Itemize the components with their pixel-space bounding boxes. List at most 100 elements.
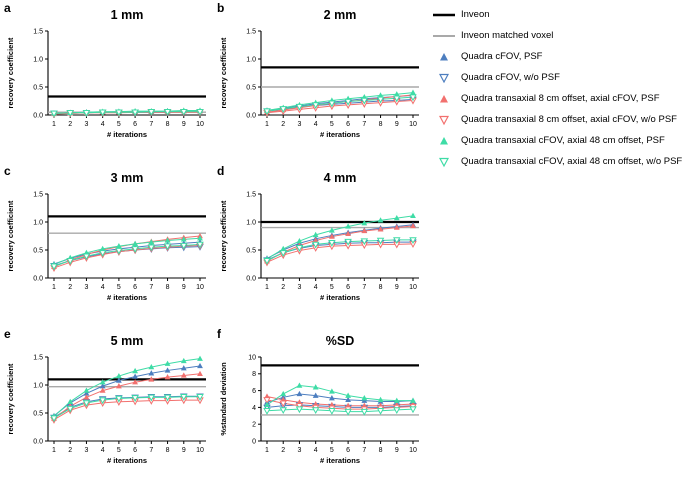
panel-f: f %SD 0 2 4 6 8 10 1 2 3 4 5 6 7 8 9 10 # iterations %stan… [215, 327, 427, 483]
svg-text:2: 2 [252, 422, 256, 429]
svg-text:10: 10 [196, 284, 204, 291]
svg-text:10: 10 [409, 447, 417, 454]
panel-letter-c: c [4, 164, 11, 178]
svg-text:# iterations: # iterations [320, 293, 360, 302]
svg-text:0.0: 0.0 [33, 275, 43, 282]
svg-text:0: 0 [252, 438, 256, 445]
svg-text:5 mm: 5 mm [111, 334, 144, 348]
panel-letter-a: a [4, 1, 11, 15]
svg-text:2: 2 [281, 284, 285, 291]
chart-5mm: 5 mm 0.0 0.5 1.0 1.5 1 2 3 4 5 6 7 8 9 10 # iterations r… [6, 334, 206, 465]
legend-label: Quadra cFOV, PSF [461, 51, 543, 62]
svg-text:9: 9 [182, 121, 186, 128]
svg-text:5: 5 [330, 447, 334, 454]
svg-text:1.0: 1.0 [33, 56, 43, 63]
chart-1mm: 1 mm 0.0 0.5 1.0 1.5 1 2 3 4 5 6 7 8 9 10 # iterations r… [6, 8, 206, 139]
svg-text:5: 5 [117, 121, 121, 128]
svg-text:5: 5 [117, 284, 121, 291]
legend-triangle-up-icon [440, 52, 448, 60]
svg-text:recovery coefficient: recovery coefficient [6, 363, 15, 434]
svg-text:1.5: 1.5 [33, 354, 43, 361]
svg-text:6: 6 [133, 447, 137, 454]
svg-text:# iterations: # iterations [107, 293, 147, 302]
svg-text:7: 7 [362, 284, 366, 291]
panel-letter-d: d [217, 164, 225, 178]
legend-triangle-down-icon [439, 157, 449, 167]
svg-text:7: 7 [362, 447, 366, 454]
panel-letter-f: f [217, 327, 221, 341]
svg-text:recovery coefficient: recovery coefficient [6, 200, 15, 271]
svg-text:%SD: %SD [326, 334, 354, 348]
svg-text:1.0: 1.0 [33, 382, 43, 389]
svg-text:2 mm: 2 mm [324, 8, 357, 22]
svg-text:9: 9 [395, 447, 399, 454]
svg-text:10: 10 [409, 121, 417, 128]
svg-text:3: 3 [297, 284, 301, 291]
svg-text:0.5: 0.5 [33, 247, 43, 254]
panel-letter-b: b [217, 1, 225, 15]
svg-text:0.0: 0.0 [33, 112, 43, 119]
svg-text:5: 5 [330, 284, 334, 291]
svg-text:recovery coefficient: recovery coefficient [219, 37, 228, 108]
svg-text:1.0: 1.0 [246, 219, 256, 226]
panel-b: b 2 mm 0.0 0.5 1.0 1.5 1 2 3 4 5 6 7 8 9 10 # iteration… [215, 1, 427, 162]
svg-text:8: 8 [166, 121, 170, 128]
legend-item-0: Inveon [432, 8, 684, 21]
svg-text:1.5: 1.5 [33, 28, 43, 35]
legend-label: Quadra transaxial 8 cm offset, axial cFO… [461, 93, 660, 104]
legend-triangle-up-icon [440, 94, 448, 102]
svg-text:2: 2 [281, 121, 285, 128]
svg-text:9: 9 [395, 121, 399, 128]
legend-item-6: Quadra transaxial cFOV, axial 48 cm offs… [432, 134, 684, 147]
legend-label: Quadra transaxial cFOV, axial 48 cm offs… [461, 135, 665, 146]
panel-letter-e: e [4, 327, 11, 341]
svg-text:4: 4 [101, 284, 105, 291]
svg-text:8: 8 [379, 284, 383, 291]
svg-text:9: 9 [182, 447, 186, 454]
svg-text:6: 6 [133, 284, 137, 291]
svg-text:4: 4 [314, 447, 318, 454]
svg-text:0.0: 0.0 [246, 112, 256, 119]
svg-text:1: 1 [265, 447, 269, 454]
svg-text:8: 8 [166, 284, 170, 291]
svg-text:0.5: 0.5 [33, 84, 43, 91]
svg-text:%standard deviation: %standard deviation [219, 362, 228, 436]
svg-text:5: 5 [117, 447, 121, 454]
svg-text:1: 1 [265, 121, 269, 128]
svg-text:0.5: 0.5 [33, 410, 43, 417]
legend-item-7: Quadra transaxial cFOV, axial 48 cm offs… [432, 155, 684, 168]
svg-text:9: 9 [182, 284, 186, 291]
svg-text:7: 7 [362, 121, 366, 128]
legend-label: Inveon [461, 9, 490, 20]
svg-text:4 mm: 4 mm [324, 171, 357, 185]
legend-triangle-down-icon [439, 115, 449, 125]
chart-2mm: 2 mm 0.0 0.5 1.0 1.5 1 2 3 4 5 6 7 8 9 10 # iterations r… [219, 8, 419, 139]
legend-item-1: Inveon matched voxel [432, 29, 684, 42]
svg-text:recovery coefficient: recovery coefficient [219, 200, 228, 271]
svg-text:# iterations: # iterations [320, 130, 360, 139]
svg-text:3: 3 [297, 447, 301, 454]
svg-text:3: 3 [84, 121, 88, 128]
svg-text:1 mm: 1 mm [111, 8, 144, 22]
svg-text:3 mm: 3 mm [111, 171, 144, 185]
svg-text:3: 3 [297, 121, 301, 128]
legend-label: Inveon matched voxel [461, 30, 554, 41]
svg-text:0.5: 0.5 [246, 247, 256, 254]
svg-text:# iterations: # iterations [320, 456, 360, 465]
svg-text:recovery coefficient: recovery coefficient [6, 37, 15, 108]
svg-text:4: 4 [314, 121, 318, 128]
panel-a: a 1 mm 0.0 0.5 1.0 1.5 1 2 3 4 5 6 7 8 9 10 # iteration… [2, 1, 214, 162]
svg-text:2: 2 [68, 447, 72, 454]
svg-text:1: 1 [52, 447, 56, 454]
svg-text:3: 3 [84, 284, 88, 291]
svg-text:9: 9 [395, 284, 399, 291]
svg-text:2: 2 [68, 284, 72, 291]
svg-text:1: 1 [265, 284, 269, 291]
chart-3mm: 3 mm 0.0 0.5 1.0 1.5 1 2 3 4 5 6 7 8 9 10 # iterations r… [6, 171, 206, 302]
svg-text:10: 10 [409, 284, 417, 291]
legend-label: Quadra transaxial 8 cm offset, axial cFO… [461, 114, 677, 125]
svg-text:3: 3 [84, 447, 88, 454]
svg-text:4: 4 [314, 284, 318, 291]
